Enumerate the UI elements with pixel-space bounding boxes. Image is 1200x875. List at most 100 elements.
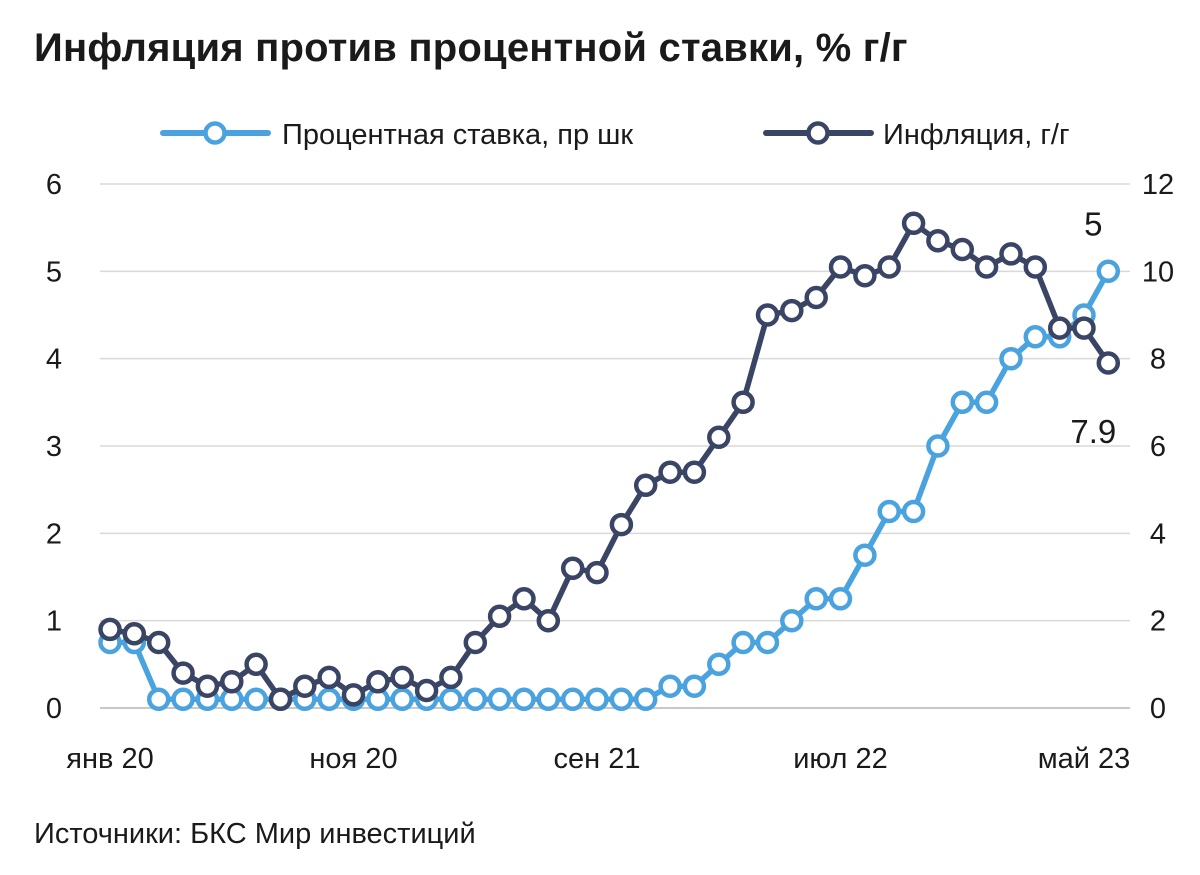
y-right-tick-label: 2 [1150, 606, 1166, 638]
x-axis: янв 20 ноя 20 сен 21 июл 22 май 23 [66, 743, 1130, 775]
point-rate [926, 434, 950, 458]
annotation-inflation-last: 7.9 [1070, 413, 1116, 450]
y-left-tick-label: 3 [46, 431, 62, 463]
point-inflation [390, 665, 414, 690]
point-rate [804, 587, 828, 611]
point-rate [512, 687, 536, 712]
point-rate [828, 587, 853, 611]
y-right-tick-label: 10 [1142, 256, 1174, 288]
point-inflation [195, 674, 220, 698]
series-line-rate [107, 268, 1112, 703]
point-inflation [707, 425, 731, 450]
point-inflation [439, 665, 463, 690]
point-inflation [220, 670, 244, 694]
point-inflation [244, 652, 268, 677]
x-tick-label: июл 22 [793, 743, 888, 775]
point-inflation [950, 237, 975, 262]
series-inflation [98, 211, 1121, 712]
point-inflation [512, 587, 536, 611]
point-inflation [98, 617, 122, 642]
point-rate [463, 687, 488, 712]
point-rate [901, 499, 926, 524]
legend-item-inflation: Инфляция, г/г [763, 119, 1070, 151]
x-tick-label: янв 20 [66, 743, 153, 775]
legend-item-rate: Процентная ставка, пр шк [160, 119, 633, 151]
point-rate [560, 687, 585, 712]
point-rate [317, 687, 341, 712]
annotation-rate-last: 5 [1084, 205, 1102, 242]
source-note: Источники: БКС Мир инвестиций [34, 818, 476, 850]
point-inflation [414, 678, 439, 703]
point-inflation [1047, 316, 1072, 340]
point-inflation [317, 665, 341, 690]
point-inflation [1023, 255, 1048, 279]
legend-marker-rate [203, 121, 227, 145]
point-inflation [877, 255, 901, 279]
point-inflation [804, 285, 828, 310]
point-rate [633, 687, 658, 712]
x-tick-label: ноя 20 [309, 743, 397, 775]
x-tick-label: сен 21 [554, 743, 641, 775]
point-inflation [682, 460, 707, 484]
point-inflation [293, 674, 317, 698]
y-left-tick-label: 5 [46, 256, 62, 288]
point-rate [755, 630, 780, 655]
point-inflation [536, 608, 561, 633]
point-inflation [366, 670, 390, 694]
series-layer [98, 211, 1121, 712]
point-inflation [780, 298, 804, 323]
point-rate [146, 687, 171, 712]
y-left-tick-label: 1 [46, 606, 62, 638]
point-rate [780, 608, 804, 633]
legend: Процентная ставка, пр шк Инфляция, г/г [160, 119, 1070, 151]
point-inflation [633, 473, 658, 498]
x-tick-label: май 23 [1038, 743, 1131, 775]
point-inflation [1096, 351, 1121, 375]
y-axis-left: 0 1 2 3 4 5 6 [46, 169, 62, 725]
point-inflation [171, 661, 195, 685]
point-inflation [146, 630, 171, 655]
y-left-tick-label: 6 [46, 169, 62, 201]
point-inflation [731, 390, 755, 415]
point-rate [950, 390, 975, 415]
legend-marker-inflation [806, 121, 830, 145]
series-rate [98, 259, 1121, 712]
y-left-tick-label: 0 [46, 693, 62, 725]
point-inflation [268, 687, 293, 712]
point-rate [1023, 325, 1048, 349]
point-inflation [609, 512, 634, 537]
annotations: 57.9 [1070, 205, 1116, 450]
point-rate [585, 687, 609, 712]
point-inflation [585, 560, 609, 585]
point-inflation [1072, 316, 1096, 340]
point-rate [1096, 259, 1121, 284]
point-inflation [901, 211, 926, 236]
point-rate [731, 630, 755, 655]
y-axis-right: 0 2 4 6 8 10 12 [1142, 169, 1174, 725]
point-inflation [122, 622, 147, 646]
gridlines [100, 183, 1130, 709]
point-rate [244, 687, 268, 712]
point-rate [536, 687, 561, 712]
y-right-tick-label: 8 [1150, 344, 1166, 376]
point-inflation [853, 263, 877, 288]
y-left-tick-label: 4 [46, 344, 62, 376]
point-rate [707, 652, 731, 677]
point-inflation [828, 255, 853, 279]
y-right-tick-label: 12 [1142, 169, 1174, 201]
point-inflation [560, 556, 585, 581]
y-right-tick-label: 0 [1150, 693, 1166, 725]
point-rate [487, 687, 512, 712]
point-rate [390, 687, 414, 712]
point-rate [682, 674, 707, 698]
point-inflation [926, 229, 950, 253]
y-right-tick-label: 4 [1150, 518, 1166, 550]
series-line-inflation [107, 220, 1112, 703]
point-rate [171, 687, 195, 712]
point-inflation [463, 630, 488, 655]
point-rate [974, 390, 999, 415]
y-right-tick-label: 6 [1150, 431, 1166, 463]
point-rate [658, 674, 682, 698]
point-rate [439, 687, 463, 712]
